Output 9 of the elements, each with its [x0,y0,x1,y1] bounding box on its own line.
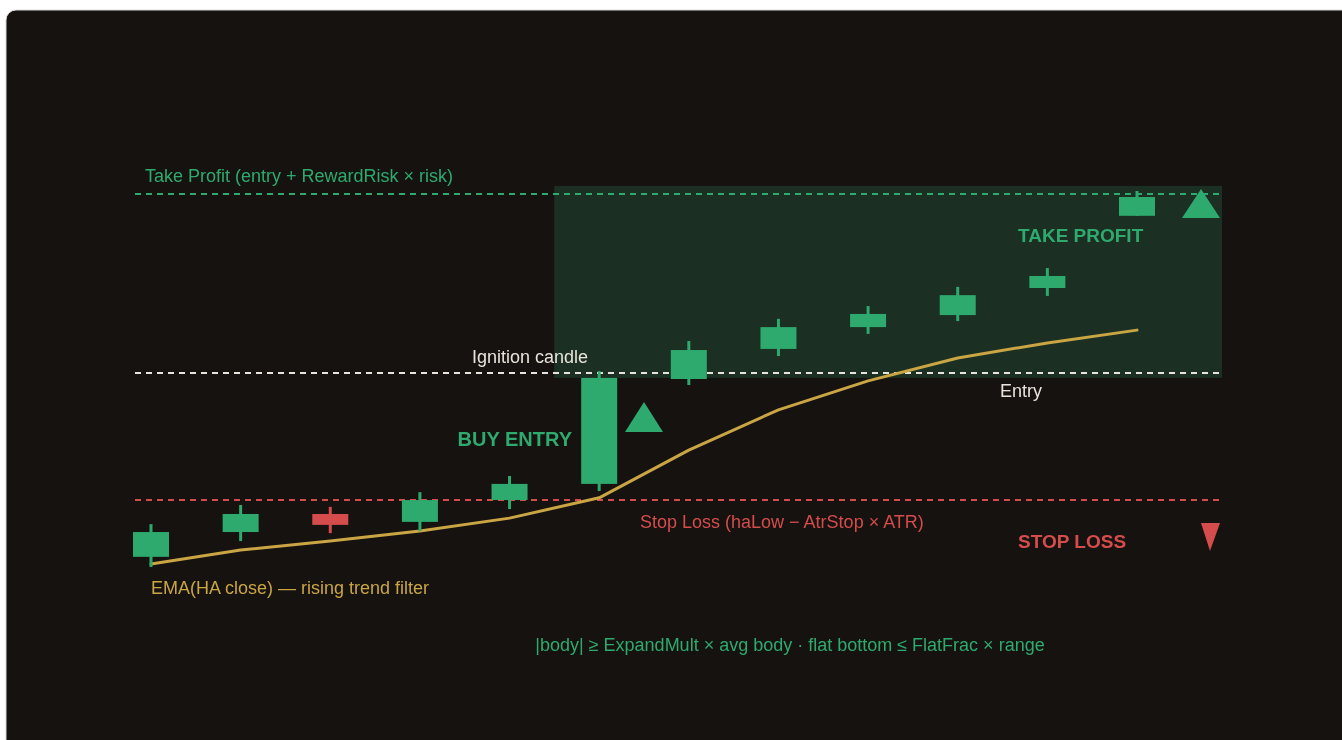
annotation: TAKE PROFIT [1018,225,1144,246]
annotation: STOP LOSS [1018,531,1127,552]
ref-line-label: Stop Loss (haLow − AtrStop × ATR) [640,512,924,533]
text: |body| ≥ ExpandMult × avg body · flat bottom ≤ FlatFrac × range [535,635,1045,655]
series-label: EMA(HA close) — rising trend filter [151,577,430,598]
annotation: Ignition candle [471,347,588,367]
ref-line-label: Entry [1000,380,1043,401]
ref-line-label: Take Profit (entry + RewardRisk × risk) [145,166,454,187]
annotation: BUY ENTRY [457,428,573,450]
